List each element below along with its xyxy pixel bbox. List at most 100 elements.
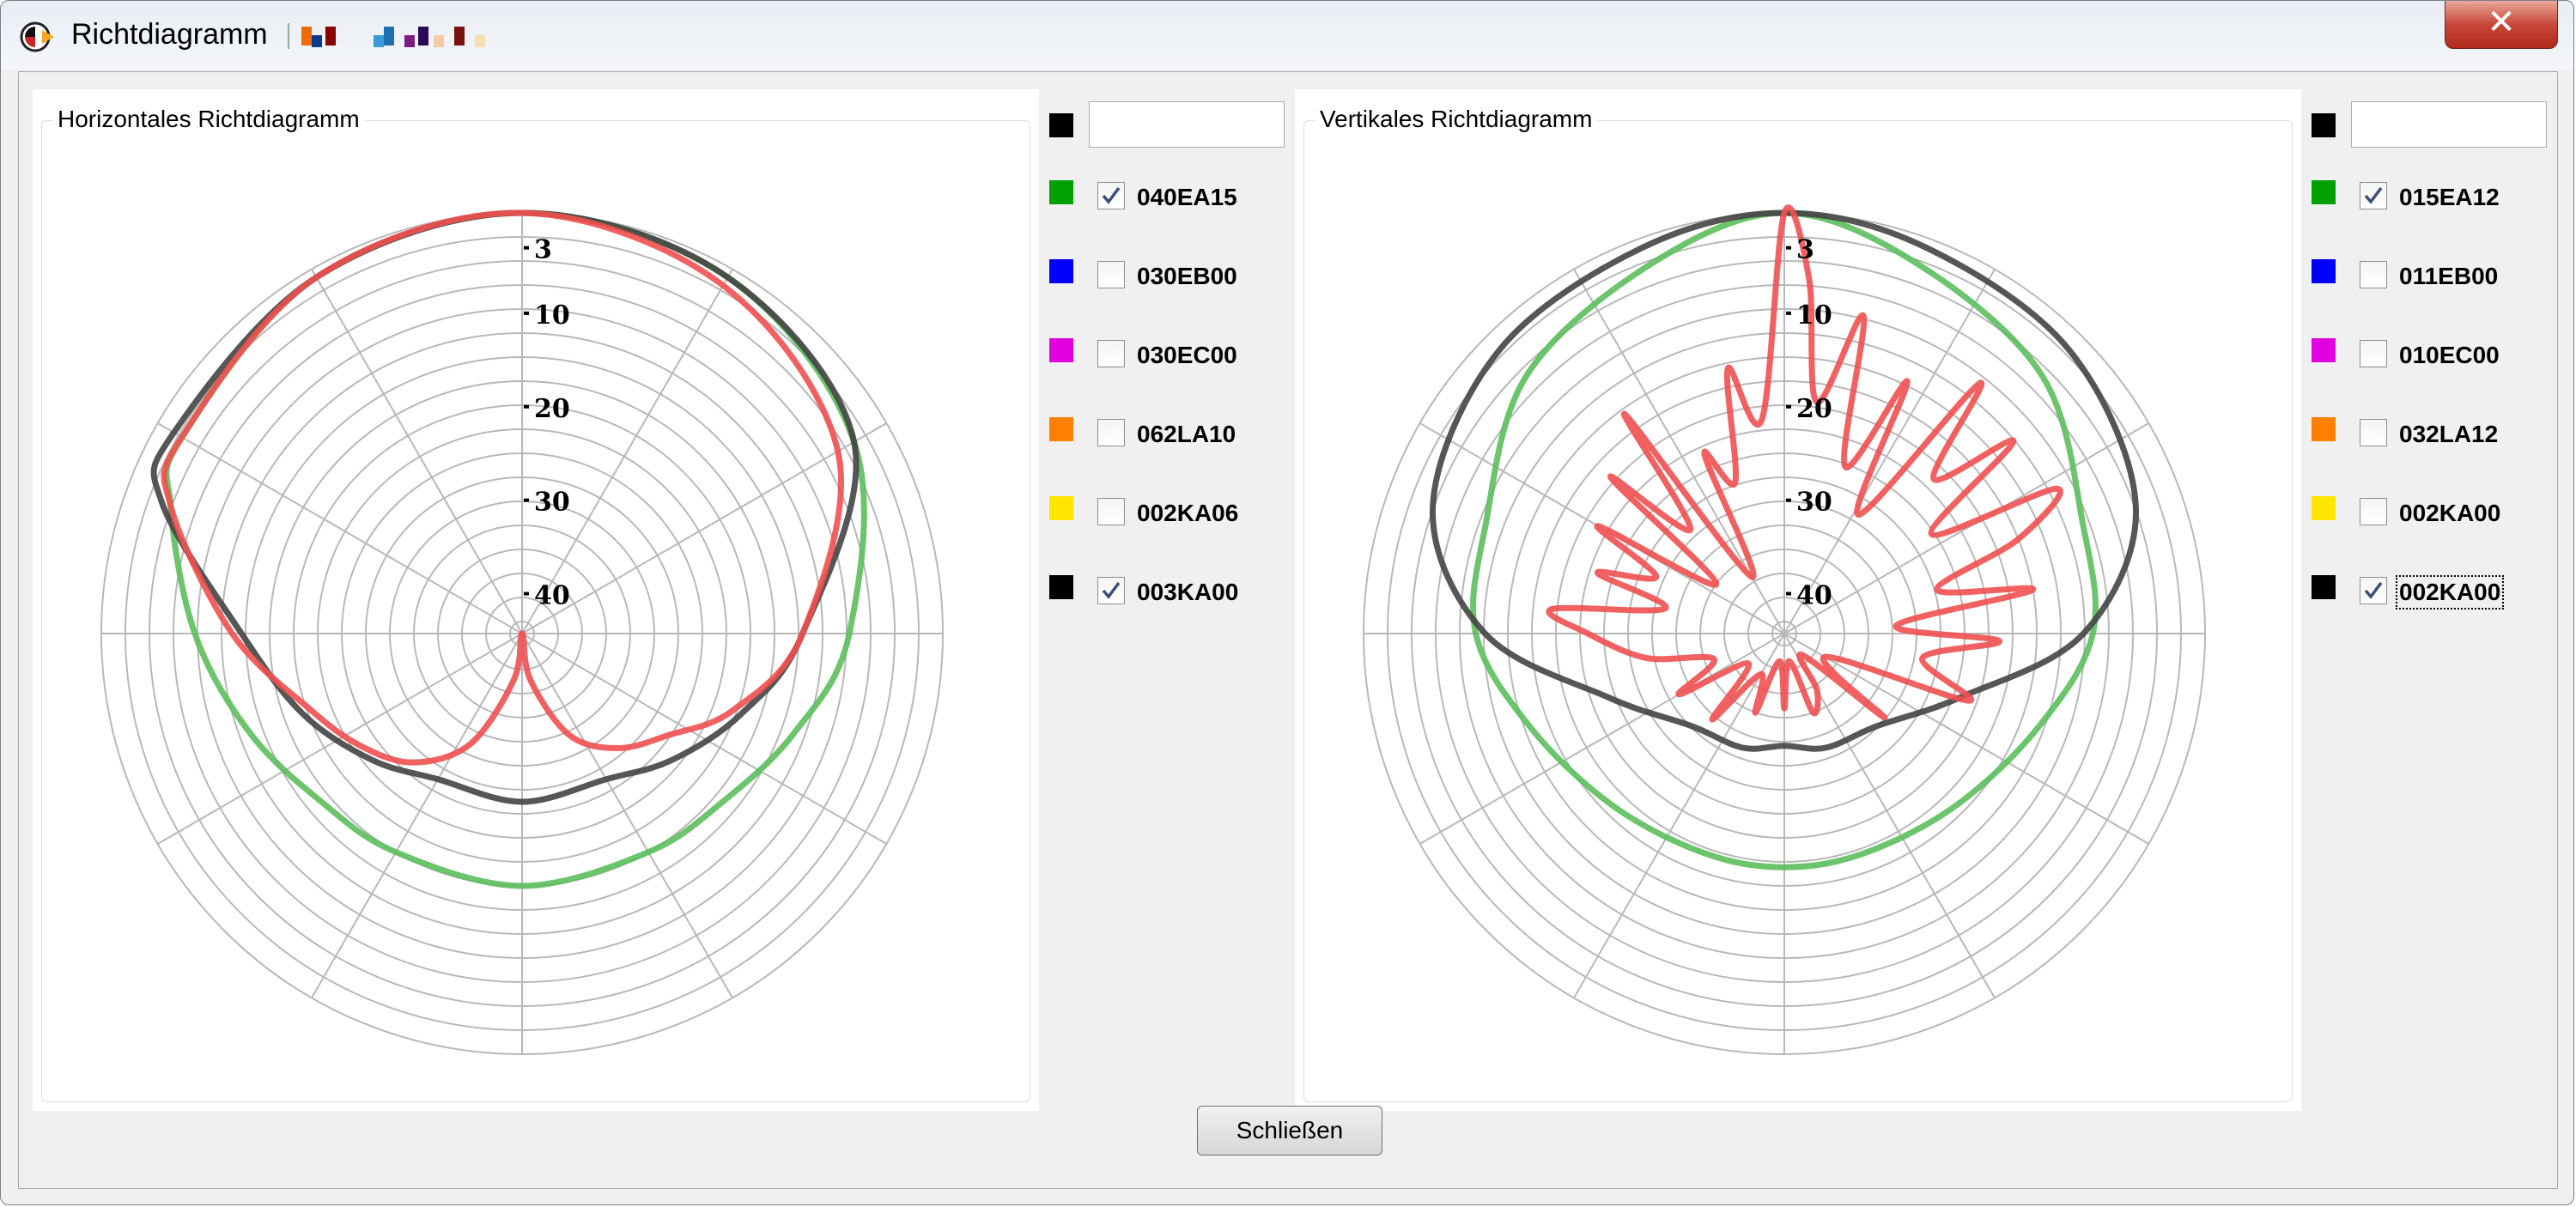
horizontal-legend-input[interactable] [1089,101,1285,148]
r-tick-label: 30 [534,488,570,518]
checkmark-icon [2364,581,2383,599]
checkmark-icon [1102,581,1121,599]
close-window-button[interactable]: ✕ [2445,1,2558,49]
tick-mark [1786,404,1791,409]
tick-mark [1786,246,1791,250]
legend-color-swatch [1049,417,1073,441]
grid-spoke [1573,633,1785,998]
grid-spoke [157,633,523,845]
r-tick-label: 3 [534,235,552,265]
legend-checkbox[interactable] [1097,182,1125,209]
checkmark-icon [1102,186,1121,204]
grid-spoke [521,633,733,998]
legend-color-swatch [1049,496,1073,520]
legend-label: 030EB00 [1137,263,1237,289]
legend-checkbox[interactable] [1097,340,1125,367]
grid-spoke [311,269,523,634]
quick-access-icon[interactable] [384,27,394,45]
legend-checkbox[interactable] [1097,261,1125,288]
quick-access-icon[interactable] [325,27,336,45]
legend-item-002ka00[interactable]: 002KA00 [2312,496,2569,531]
quick-access-icon[interactable] [301,27,312,45]
quick-access-icon[interactable] [475,35,485,47]
legend-item-002ka00[interactable]: 002KA00 [2312,575,2569,610]
horizontal-diagram-group: Horizontales Richtdiagramm [41,106,1030,1102]
legend-color-swatch [1049,180,1073,204]
grid-spoke [157,422,523,634]
r-tick-label: 40 [534,581,570,611]
legend-checkbox[interactable] [2360,577,2387,604]
series-line-002ka00 [1430,209,2139,752]
grid-spoke [1783,422,2149,634]
quick-access-icon[interactable] [454,27,465,45]
horizontal-polar-plot: 3 10 20 30 40 [100,209,944,1055]
legend-header-swatch [2312,113,2336,137]
legend-color-swatch [2312,259,2336,283]
quick-access-icon[interactable] [434,35,444,47]
close-dialog-button[interactable]: Schließen [1197,1106,1382,1155]
vertical-legend-input[interactable] [2351,101,2547,148]
r-tick-label: 20 [1796,394,1832,424]
legend-checkbox[interactable] [1097,577,1125,604]
tick-mark [1786,591,1791,596]
legend-item-040ea15[interactable]: 040EA15 [1049,180,1307,215]
quick-access-icon[interactable] [374,35,384,47]
legend-checkbox[interactable] [2360,261,2387,288]
tick-mark [524,246,529,250]
quick-access-icon[interactable] [312,35,322,47]
legend-item-003ka00[interactable]: 003KA00 [1049,575,1307,610]
legend-color-swatch [2312,417,2336,441]
legend-label: 002KA00 [2399,500,2501,526]
tick-mark [524,311,529,315]
legend-color-swatch [1049,575,1073,599]
legend-color-swatch [2312,338,2336,362]
series-line-kombination [1546,204,2063,723]
horizontal-diagram-title: Horizontales Richtdiagramm [52,106,365,133]
legend-label: 003KA00 [1137,579,1239,605]
legend-item-002ka06[interactable]: 002KA06 [1049,496,1307,531]
close-icon: ✕ [2487,3,2516,42]
legend-item-030eb00[interactable]: 030EB00 [1049,259,1307,294]
checkmark-icon [2364,186,2383,204]
grid-spoke [311,633,523,998]
legend-item-010ec00[interactable]: 010EC00 [2312,338,2569,373]
quick-access-icon[interactable] [404,35,415,47]
grid-spoke [521,633,887,845]
legend-item-032la12[interactable]: 032LA12 [2312,417,2569,452]
legend-item-030ec00[interactable]: 030EC00 [1049,338,1307,373]
legend-checkbox[interactable] [1097,419,1125,446]
legend-checkbox[interactable] [1097,498,1125,525]
legend-label: 015EA12 [2399,184,2500,210]
grid-spoke [521,269,733,634]
tick-mark [1786,498,1791,502]
polar-grid [1363,212,2206,1055]
legend-label: 002KA06 [1137,500,1239,526]
vertical-diagram-group: Vertikales Richtdiagramm [1303,106,2293,1102]
legend-item-062la10[interactable]: 062LA10 [1049,417,1307,452]
r-tick-label: 30 [1796,488,1832,518]
legend-label: 032LA12 [2399,421,2499,447]
series-line-003ka00 [150,209,860,805]
r-tick-label: 10 [534,300,570,331]
r-tick-label: 40 [1796,581,1832,611]
legend-checkbox[interactable] [2360,498,2387,525]
dialog-client-area: Horizontales Richtdiagramm 3 10 20 30 40 040… [18,71,2558,1189]
title-bar[interactable]: Richtdiagramm ✕ [1,1,2573,70]
legend-color-swatch [1049,338,1073,362]
legend-checkbox[interactable] [2360,419,2387,446]
legend-label: 010EC00 [2399,342,2500,368]
tick-mark [524,498,529,502]
quick-access-icon[interactable] [418,27,428,45]
legend-checkbox[interactable] [2360,340,2387,367]
legend-checkbox[interactable] [2360,182,2387,209]
legend-item-015ea12[interactable]: 015EA12 [2312,180,2569,215]
legend-label: 002KA00 [2395,575,2505,610]
legend-item-011eb00[interactable]: 011EB00 [2312,259,2569,294]
grid-spoke [1783,269,1996,634]
vertical-polar-plot: 3 10 20 30 40 [1363,204,2206,1055]
r-tick-label: 3 [1796,235,1814,265]
legend-label: 040EA15 [1137,184,1237,210]
vertical-diagram-panel: Vertikales Richtdiagramm 3 10 20 30 40 [1295,89,2301,1111]
r-tick-label: 20 [534,394,570,424]
legend-color-swatch [1049,259,1073,283]
